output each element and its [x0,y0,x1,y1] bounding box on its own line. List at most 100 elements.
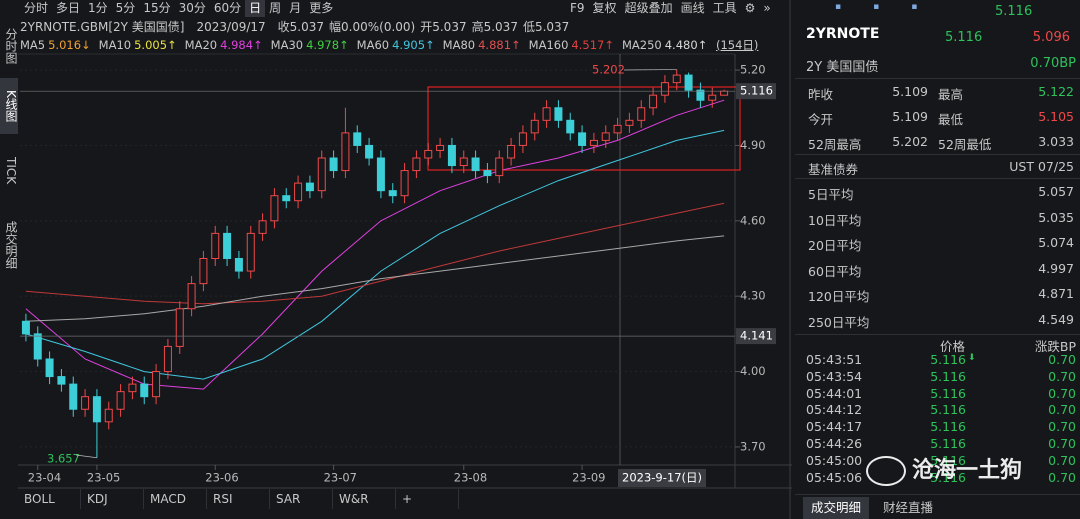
candle-body [140,383,149,398]
info-item: 高5.037 [471,20,518,34]
tool-tab[interactable]: F9 [570,1,585,15]
trade-change: 0.70 [1048,452,1076,468]
stat-value: 5.105 [1038,109,1074,124]
indicator-tab[interactable]: SAR [270,489,333,509]
period-tab[interactable]: 5分 [115,1,136,15]
candle-body [684,74,693,91]
candle-body [21,320,30,335]
candle-body [672,74,681,84]
period-tab[interactable]: 30分 [178,1,206,15]
trade-change: 0.70 [1048,402,1076,418]
x-tick-label: 23-07 [324,471,357,485]
candle-body [199,258,208,285]
candle-body [578,132,587,146]
watermark: 沧海一土狗 [866,452,1022,486]
avg-value: 4.549 [1038,311,1074,327]
period-tab[interactable]: 1分 [88,1,108,15]
candle-body [530,119,539,134]
indicator-tab[interactable]: W&R [333,489,396,509]
kline-chart: » 5.20 4.90 4.60 4.30 4.00 3.70 23-04 23-05 23-0… [18,0,792,519]
stat-label: 今开 [808,112,834,127]
divider [795,178,1080,179]
info-item: 2023/09/17 [196,20,266,34]
x-tick-label: 23-09 [572,471,605,485]
ma-value: 4.984↑ [220,38,263,52]
bottom-tab[interactable]: 财经直播 [882,500,933,515]
ma-value: 4.905↑ [392,38,435,52]
info-item: 收5.037 [277,20,325,34]
ma-name: MA30 [270,38,304,52]
x-tick-label: 23-06 [205,471,238,485]
trade-price: 5.116 [930,469,966,485]
candle-body [388,190,397,197]
candle-body [649,94,658,109]
ma-value: 5.005↑ [134,38,177,52]
trade-price: 5.116 [930,402,966,418]
candle-body [341,132,350,172]
candle-body [447,144,456,167]
candle-body [625,119,634,126]
period-tab[interactable]: 月 [289,1,302,15]
quote-code: 2YRNOTE [806,26,880,42]
stat-value: 3.033 [1038,134,1074,149]
sidebar-tab[interactable]: TICK [4,157,18,185]
avg-value: 4.871 [1038,286,1074,301]
stat-label: 52周最低 [938,137,992,152]
trade-time: 05:44:12 [806,402,863,418]
icon-settings[interactable]: ⚙ [744,1,756,15]
candle-body [152,371,161,398]
sidebar-tab[interactable]: 成交明细 [4,221,18,269]
candle-body [258,220,267,234]
trade-change: 0.70 [1048,436,1076,451]
period-tab[interactable]: 周 [269,1,282,15]
arrow-icon: ⬇ [968,353,976,363]
sidebar-tab[interactable]: 分时图 [4,28,18,64]
period-tab[interactable]: 更多 [309,1,334,15]
tool-tab[interactable]: 画线 [680,1,705,15]
candle-body [424,149,433,159]
trade-price: 5.116 [930,419,966,435]
trade-change: 0.70 [1048,352,1076,367]
cursor-date-tag [618,469,706,487]
candle-body [317,157,326,192]
period-tab[interactable]: 分时 [24,1,49,15]
candle-body [175,308,184,347]
candle-body [660,82,669,96]
tool-tab[interactable]: 复权 [592,1,617,15]
trade-change: 0.70 [1048,368,1076,384]
stat-value: 5.202 [892,134,928,149]
candle-body [57,376,66,385]
tool-tab[interactable]: 超级叠加 [624,1,673,15]
watermark-text: 沧海一土狗 [912,458,1023,483]
icon-more[interactable]: » [763,1,771,15]
ma-legend: MA5 5.016↓ MA10 5.005↑ MA20 4.984↑ MA30 4.978↑ M… [20,37,715,54]
indicator-tab[interactable]: KDJ [81,489,144,509]
candle-body [518,132,527,146]
candle-body [294,182,303,202]
wechat-icon [866,456,906,486]
indicator-tab[interactable]: BOLL [18,489,81,509]
avg-label: 120日平均 [808,289,870,304]
candle-body [459,157,468,167]
quote-ask: 5.096 [1032,30,1070,45]
sidebar-tab[interactable]: K线图 [0,78,18,134]
tool-tab[interactable]: 工具 [712,1,737,15]
info-item: 幅0.00%(0.00) [329,20,416,34]
indicator-tab[interactable]: + [396,489,459,509]
ma-value: 5.016↓ [48,38,91,52]
ma-count[interactable]: (154日) [716,38,759,52]
bottom-tab[interactable]: 成交明细 [803,497,869,519]
period-tab[interactable]: 多日 [56,1,81,15]
quote-change: 0.70BP [1030,56,1076,71]
period-tab[interactable]: 15分 [143,1,171,15]
candle-body [637,107,646,121]
period-tab[interactable]: 日 [245,0,266,17]
stat-value: 5.109 [892,84,928,99]
candle-body [81,396,90,410]
candle-body [554,107,563,121]
tool-tabs: F9 复权 超级叠加 画线 工具 ⚙ » [566,0,775,18]
indicator-tabs: BOLL KDJ MACD RSI SAR W&R + [18,489,459,509]
period-tab[interactable]: 60分 [213,1,242,15]
indicator-tab[interactable]: MACD [144,489,207,509]
indicator-tab[interactable]: RSI [207,489,270,509]
